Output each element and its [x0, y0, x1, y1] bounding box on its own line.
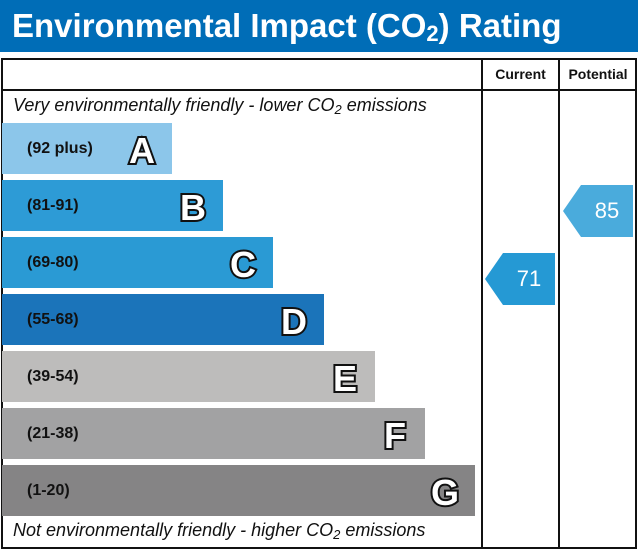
- column-divider-current: [481, 58, 483, 549]
- current-rating-value: 71: [516, 266, 542, 291]
- band-range: (69-80): [27, 254, 79, 271]
- svg-text:E: E: [333, 358, 357, 399]
- caption-subscript: 2: [334, 102, 342, 117]
- band-e: (39-54) E: [2, 351, 375, 402]
- svg-text:C: C: [230, 244, 256, 285]
- svg-text:G: G: [431, 472, 459, 513]
- column-header-current: Current: [495, 66, 546, 82]
- band-letter: D: [279, 299, 309, 344]
- column-divider-potential: [558, 58, 560, 549]
- svg-text:A: A: [129, 130, 155, 171]
- current-rating-arrow: 71: [485, 253, 555, 305]
- column-header-potential: Potential: [568, 66, 628, 82]
- band-b: (81-91) B: [2, 180, 223, 231]
- band-g: (1-20) G: [2, 465, 475, 516]
- band-f: (21-38) F: [2, 408, 425, 459]
- header-divider: [1, 89, 637, 91]
- bottom-caption: Not environmentally friendly - higher CO…: [13, 520, 425, 542]
- band-letter: B: [178, 185, 208, 230]
- band-letter: G: [429, 470, 461, 515]
- svg-text:B: B: [180, 187, 206, 228]
- band-letter: E: [331, 356, 359, 401]
- band-range: (81-91): [27, 197, 79, 214]
- band-d: (55-68) D: [2, 294, 324, 345]
- svg-text:F: F: [384, 415, 406, 456]
- band-range: (55-68): [27, 311, 79, 328]
- band-letter: A: [127, 128, 157, 173]
- band-letter: F: [382, 413, 408, 458]
- arrow-shape: [485, 253, 555, 305]
- caption-text: Very environmentally friendly - lower CO: [13, 95, 335, 115]
- top-caption: Very environmentally friendly - lower CO…: [13, 95, 427, 117]
- band-range: (39-54): [27, 368, 79, 385]
- band-a: (92 plus) A: [2, 123, 172, 174]
- band-range: (92 plus): [27, 140, 93, 157]
- caption-text-end: emissions: [341, 95, 427, 115]
- title-text-end: ) Rating: [438, 7, 562, 44]
- caption-text: Not environmentally friendly - higher CO: [13, 520, 334, 540]
- caption-subscript: 2: [333, 527, 341, 542]
- svg-text:D: D: [281, 301, 307, 342]
- band-letter: C: [228, 242, 258, 287]
- band-range: (1-20): [27, 482, 70, 499]
- band-range: (21-38): [27, 425, 79, 442]
- title-text: Environmental Impact (CO: [12, 7, 427, 44]
- caption-text-end: emissions: [340, 520, 426, 540]
- potential-rating-value: 85: [594, 198, 620, 223]
- potential-rating-arrow: 85: [563, 185, 633, 237]
- title-subscript: 2: [426, 21, 439, 46]
- band-c: (69-80) C: [2, 237, 273, 288]
- arrow-shape: [563, 185, 633, 237]
- page-title: Environmental Impact (CO2) Rating: [0, 0, 638, 52]
